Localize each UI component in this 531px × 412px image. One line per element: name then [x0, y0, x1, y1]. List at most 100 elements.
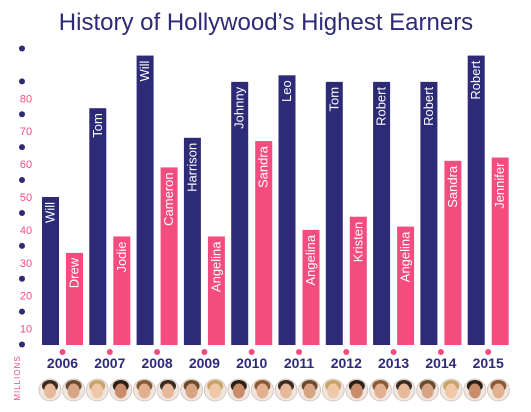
x-grid-dot	[59, 349, 66, 355]
x-tick-label: 2008	[142, 355, 173, 371]
x-grid-dot	[154, 349, 161, 355]
female-bar	[302, 229, 320, 345]
y-grid-dot	[19, 45, 25, 52]
x-tick-label: 2015	[473, 355, 504, 371]
x-tick-label: 2006	[47, 355, 78, 371]
x-grid-dot	[248, 349, 255, 355]
portrait-icon	[274, 378, 298, 402]
portrait-icon	[227, 378, 251, 402]
x-grid-dot	[106, 349, 113, 355]
y-tick-label: 50	[20, 192, 32, 204]
y-axis-label: MILLIONS	[13, 355, 22, 400]
x-grid-dot	[437, 349, 444, 355]
x-grid-dot	[343, 349, 350, 355]
bar-label: Drew	[67, 257, 82, 288]
bar-label: Will	[43, 202, 58, 223]
portrait-icon	[463, 378, 487, 402]
portrait-icon	[345, 378, 369, 402]
portrait-icon	[416, 378, 440, 402]
x-tick-label: 2012	[331, 355, 362, 371]
female-bar	[491, 157, 509, 345]
bar-label: Jennifer	[492, 162, 507, 209]
male-bar	[373, 81, 391, 345]
x-tick-label: 2013	[378, 355, 409, 371]
bar-label: Angelina	[208, 241, 223, 292]
x-tick-label: 2007	[94, 355, 125, 371]
male-bar	[278, 75, 296, 346]
portrait-icon	[298, 378, 322, 402]
bar-label: Johnny	[232, 86, 247, 128]
portrait-icon	[368, 378, 392, 402]
bar-label: Tom	[326, 87, 341, 112]
x-axis: 2006 2007 2008 2009 2010 2011 2012 2013 2014 2015	[47, 349, 504, 371]
x-grid-dot	[296, 349, 302, 355]
y-tick-label: 80	[20, 93, 32, 105]
x-tick-label: 2009	[189, 355, 220, 371]
y-tick-label: 40	[20, 225, 32, 237]
y-tick-label: 60	[20, 159, 32, 171]
male-bar	[89, 108, 107, 345]
portrait-icon	[486, 378, 510, 402]
x-tick-label: 2010	[236, 355, 267, 371]
female-bar	[66, 252, 83, 345]
portrait-icon	[38, 378, 62, 402]
chart-title: History of Hollywood’s Highest Earners	[59, 9, 473, 36]
y-grid-dot	[19, 242, 25, 249]
portrait-icon	[62, 378, 85, 402]
bar-label: Robert	[374, 87, 389, 126]
y-grid-dot	[19, 78, 25, 85]
portrait-icon	[250, 378, 274, 402]
male-bar	[183, 137, 201, 345]
bar-label: Sandra	[445, 165, 460, 208]
bar-label: Angelina	[398, 231, 413, 282]
bar-label: Tom	[90, 113, 105, 138]
male-bar	[467, 55, 485, 345]
y-grid-dot	[19, 111, 25, 118]
y-tick-label: 10	[20, 324, 32, 336]
male-bar	[42, 197, 59, 345]
y-grid-dot	[19, 308, 25, 315]
x-tick-label: 2014	[425, 355, 456, 371]
bar-label: Leo	[279, 80, 294, 102]
male-bar	[136, 55, 154, 345]
female-bar	[160, 167, 178, 345]
x-grid-dot	[201, 349, 208, 355]
portraits-row	[38, 378, 510, 402]
y-axis: 10 20 30 40 50 60 70 80	[19, 45, 32, 348]
y-tick-label: 30	[20, 258, 32, 270]
bar-label: Cameron	[161, 172, 176, 225]
bar-label: Robert	[421, 87, 436, 126]
y-grid-dot	[19, 177, 25, 184]
male-bar	[420, 81, 438, 345]
male-bar	[231, 81, 249, 345]
bar-label: Jodie	[114, 241, 129, 272]
portrait-icon	[109, 378, 133, 402]
bars-group	[42, 55, 509, 346]
female-bar	[113, 236, 131, 345]
bar-label: Sandra	[256, 145, 271, 188]
portrait-icon	[439, 378, 463, 402]
bar-label: Angelina	[303, 234, 318, 285]
female-bar	[349, 216, 367, 345]
y-tick-label: 20	[20, 291, 32, 303]
bar-label: Will	[137, 60, 152, 81]
x-grid-dot	[390, 349, 397, 355]
portrait-icon	[156, 378, 180, 402]
y-grid-dot	[19, 275, 25, 282]
male-bar	[325, 81, 343, 345]
bar-label: Kristen	[350, 222, 365, 262]
female-bar	[255, 141, 273, 345]
x-tick-label: 2011	[284, 355, 315, 371]
portrait-icon	[321, 378, 345, 402]
female-bar	[397, 226, 415, 345]
female-bar	[207, 236, 225, 345]
portrait-icon	[203, 378, 227, 402]
bar-label: Harrison	[184, 143, 199, 192]
portrait-icon	[180, 378, 204, 402]
y-grid-dot	[19, 209, 25, 216]
bar-labels-group: Will Drew Tom Jodie Will Cameron Harrison Angel…	[43, 60, 508, 292]
portrait-icon	[392, 378, 416, 402]
female-bar	[444, 160, 462, 345]
bar-label: Robert	[468, 60, 483, 99]
